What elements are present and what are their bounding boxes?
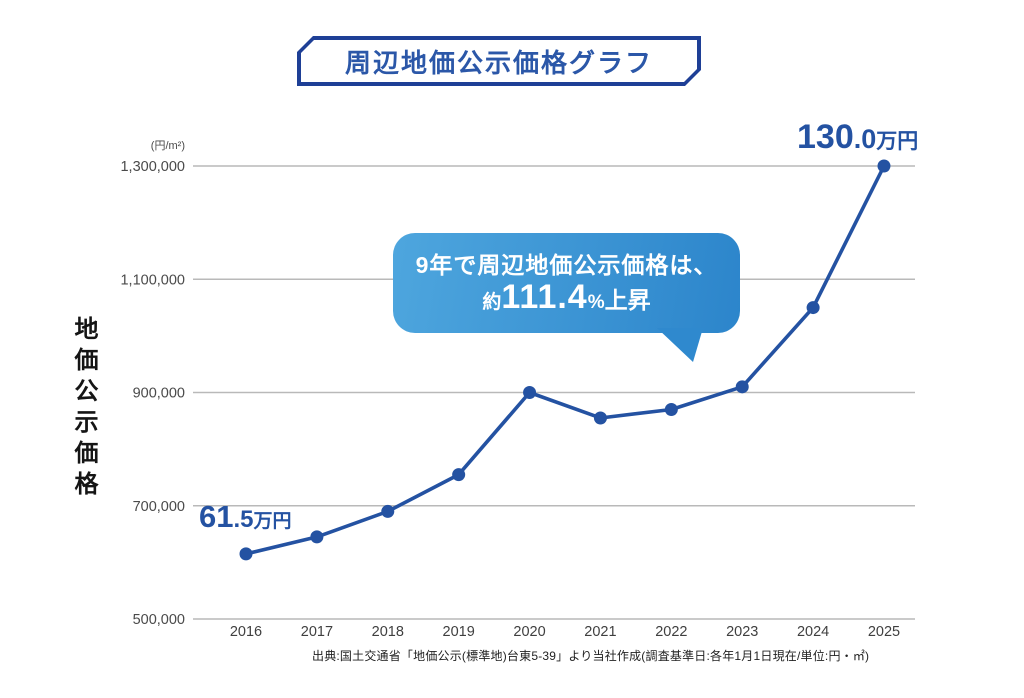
- x-tick-label: 2020: [513, 624, 545, 640]
- data-point-2021: [593, 411, 607, 425]
- last-value-unit: 万円: [876, 130, 919, 153]
- x-tick-label: 2022: [655, 624, 687, 640]
- callout-line2: 約111.4%上昇: [393, 278, 740, 317]
- y-tick-label: 1,300,000: [120, 159, 185, 175]
- callout-suffix: 上昇: [604, 287, 651, 313]
- first-value-decimal: .5: [233, 506, 254, 533]
- x-tick-label: 2019: [443, 624, 475, 640]
- callout-tail: [657, 328, 703, 362]
- first-value-main: 61: [199, 499, 234, 534]
- y-axis-title: 地価公示価格: [70, 316, 97, 502]
- chart-title-frame: 周辺地価公示価格グラフ: [301, 40, 697, 82]
- x-tick-label: 2025: [868, 624, 900, 640]
- x-tick-label: 2018: [372, 624, 404, 640]
- data-point-2019: [452, 468, 466, 482]
- data-point-2025: [877, 159, 891, 173]
- price-line: [245, 165, 886, 556]
- source-note: 出典:国土交通省「地価公示(標準地)台東5-39」より当社作成(調査基準日:各年…: [312, 649, 870, 663]
- callout-percent-value: 111.4: [501, 278, 588, 316]
- y-unit-label: (円/m²): [151, 140, 185, 152]
- data-point-2023: [735, 380, 749, 394]
- data-point-2020: [523, 386, 537, 399]
- percent-sign: %: [587, 292, 605, 313]
- data-point-2024: [806, 301, 820, 315]
- chart-title-box: 周辺地価公示価格グラフ: [297, 36, 701, 86]
- y-tick-label: 1,100,000: [120, 272, 185, 288]
- callout-prefix: 約: [482, 292, 502, 313]
- page-title: 周辺地価公示価格グラフ: [344, 47, 653, 78]
- last-value-label: 130.0万円: [797, 118, 918, 157]
- y-tick-label: 500,000: [133, 612, 185, 628]
- y-tick-label: 700,000: [133, 499, 185, 515]
- x-tick-label: 2023: [726, 624, 758, 640]
- first-value-label: 61.5万円: [199, 499, 292, 535]
- callout-bubble: 9年で周辺地価公示価格は、 約111.4%上昇: [393, 233, 740, 362]
- data-point-2022: [664, 402, 678, 416]
- y-tick-label: 900,000: [133, 386, 185, 402]
- x-tick-label: 2021: [584, 624, 616, 640]
- data-point-2018: [381, 504, 395, 518]
- last-value-decimal: .0: [853, 124, 877, 154]
- data-point-2016: [239, 547, 253, 561]
- callout-line1: 9年で周辺地価公示価格は、: [415, 252, 718, 278]
- x-tick-label: 2024: [797, 624, 829, 640]
- first-value-unit: 万円: [253, 511, 292, 532]
- x-tick-label: 2017: [301, 624, 333, 640]
- last-value-main: 130: [797, 118, 854, 156]
- x-tick-label: 2016: [230, 624, 262, 640]
- data-point-2017: [310, 530, 324, 544]
